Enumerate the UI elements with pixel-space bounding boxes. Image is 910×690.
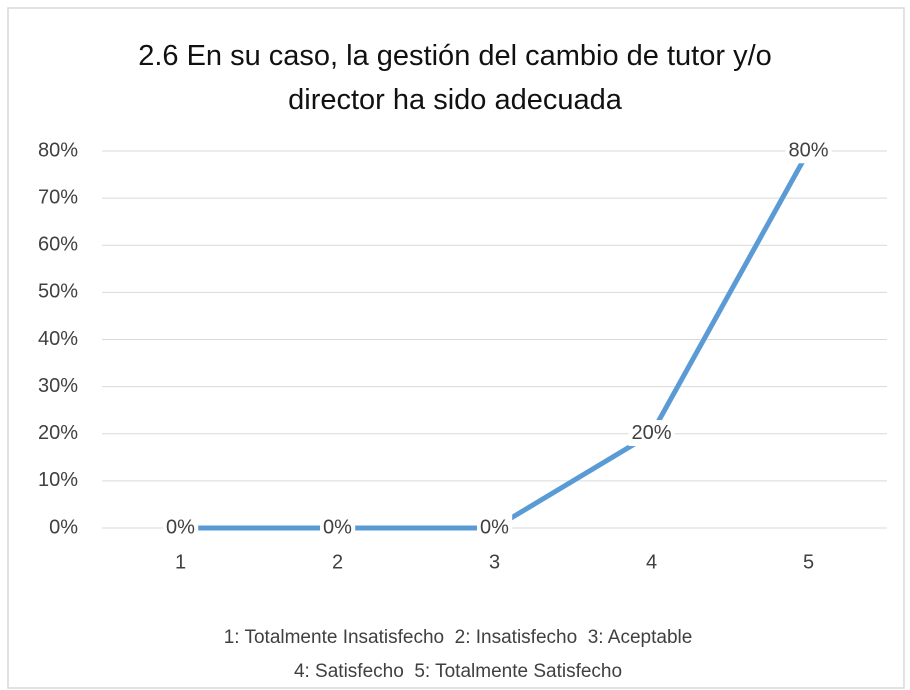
y-tick-label: 30%	[38, 375, 78, 397]
label-bg	[785, 137, 832, 164]
y-tick-label: 50%	[38, 281, 78, 303]
label-bg	[477, 514, 513, 541]
y-tick-label: 60%	[38, 234, 78, 256]
chart-border	[7, 7, 905, 689]
chart-title: 2.6 En su caso, la gestión del cambio de…	[138, 40, 772, 116]
x-tick-label: 2	[332, 551, 343, 573]
label-bg	[163, 514, 199, 541]
x-tick-label: 3	[489, 551, 500, 573]
x-tick-label: 4	[646, 551, 657, 573]
note: 1: Totalmente Insatisfecho 2: Insatisfec…	[224, 627, 693, 648]
y-tick-label: 80%	[38, 139, 78, 161]
data-label: 0%	[480, 516, 509, 538]
y-tick-label: 0%	[49, 516, 78, 538]
label-bg	[628, 420, 675, 447]
data-label: 20%	[631, 422, 671, 444]
x-tick-label: 5	[803, 551, 814, 573]
note: 4: Satisfecho 5: Totalmente Satisfecho	[294, 661, 622, 682]
data-label: 80%	[788, 139, 828, 161]
y-tick-label: 20%	[38, 422, 78, 444]
x-tick-label: 1	[175, 551, 186, 573]
label-bg	[320, 514, 356, 541]
y-tick-label: 10%	[38, 469, 78, 491]
y-tick-label: 70%	[38, 186, 78, 208]
data-label: 0%	[323, 516, 352, 538]
data-label: 0%	[166, 516, 195, 538]
y-tick-label: 40%	[38, 328, 78, 350]
